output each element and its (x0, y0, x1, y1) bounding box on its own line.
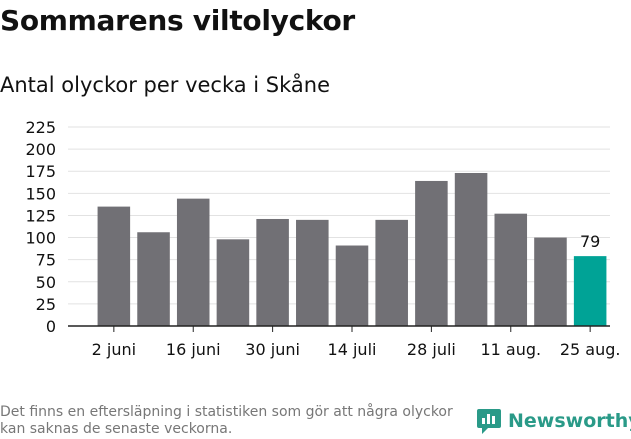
bar-30-juni (256, 218, 289, 326)
bar-18-aug- (534, 237, 567, 326)
bar-23-juni (216, 239, 250, 326)
bar-28-juli (415, 180, 448, 326)
y-tick-label: 125 (25, 206, 56, 225)
data-labels: 79 (580, 232, 600, 251)
bar-11-aug- (494, 213, 528, 326)
x-tick-label: 25 aug. (560, 340, 621, 359)
bar-9-juni (137, 232, 170, 326)
y-tick-label: 25 (36, 295, 56, 314)
x-tick-label: 30 juni (245, 340, 300, 359)
footnote: Det finns en eftersläpning i statistiken… (0, 404, 453, 437)
chart-title: Sommarens viltolyckor (0, 4, 355, 37)
bar-14-juli (335, 245, 369, 326)
bar-2-juni (97, 206, 131, 326)
y-axis-labels: 0 25 50 75 100 125 150 175 200 225 (25, 118, 56, 336)
brand-logo: Newsworthy (476, 407, 631, 435)
y-tick-label: 75 (36, 251, 56, 270)
data-label: 79 (580, 232, 600, 251)
y-tick-label: 200 (25, 140, 56, 159)
brand-name: Newsworthy (508, 410, 631, 432)
y-tick-label: 175 (25, 162, 56, 181)
y-tick-label: 0 (46, 317, 56, 336)
x-tick-label: 14 juli (328, 340, 377, 359)
newsworthy-logo-icon (477, 409, 501, 434)
x-tick-label: 11 aug. (480, 340, 541, 359)
y-tick-label: 50 (36, 273, 56, 292)
bar-4-aug- (454, 172, 488, 326)
y-tick-label: 100 (25, 229, 56, 248)
bars (97, 172, 607, 326)
bar-25-aug- (573, 256, 607, 326)
x-axis-ticks (113, 326, 591, 332)
bar-chart: 0 25 50 75 100 125 150 175 200 225 79 2 juni 16 ju… (25, 118, 621, 359)
x-axis-labels: 2 juni 16 juni 30 juni 14 juli 28 juli 11 aug… (92, 340, 621, 359)
x-tick-label: 16 juni (166, 340, 221, 359)
x-tick-label: 28 juli (407, 340, 456, 359)
bar-7-juli (296, 219, 329, 326)
y-tick-label: 150 (25, 184, 56, 203)
bar-16-juni (176, 198, 210, 326)
chart-subtitle: Antal olyckor per vecka i Skåne (0, 73, 331, 97)
bar-21-juli (375, 219, 408, 326)
y-tick-label: 225 (25, 118, 56, 137)
x-tick-label: 2 juni (92, 340, 136, 359)
